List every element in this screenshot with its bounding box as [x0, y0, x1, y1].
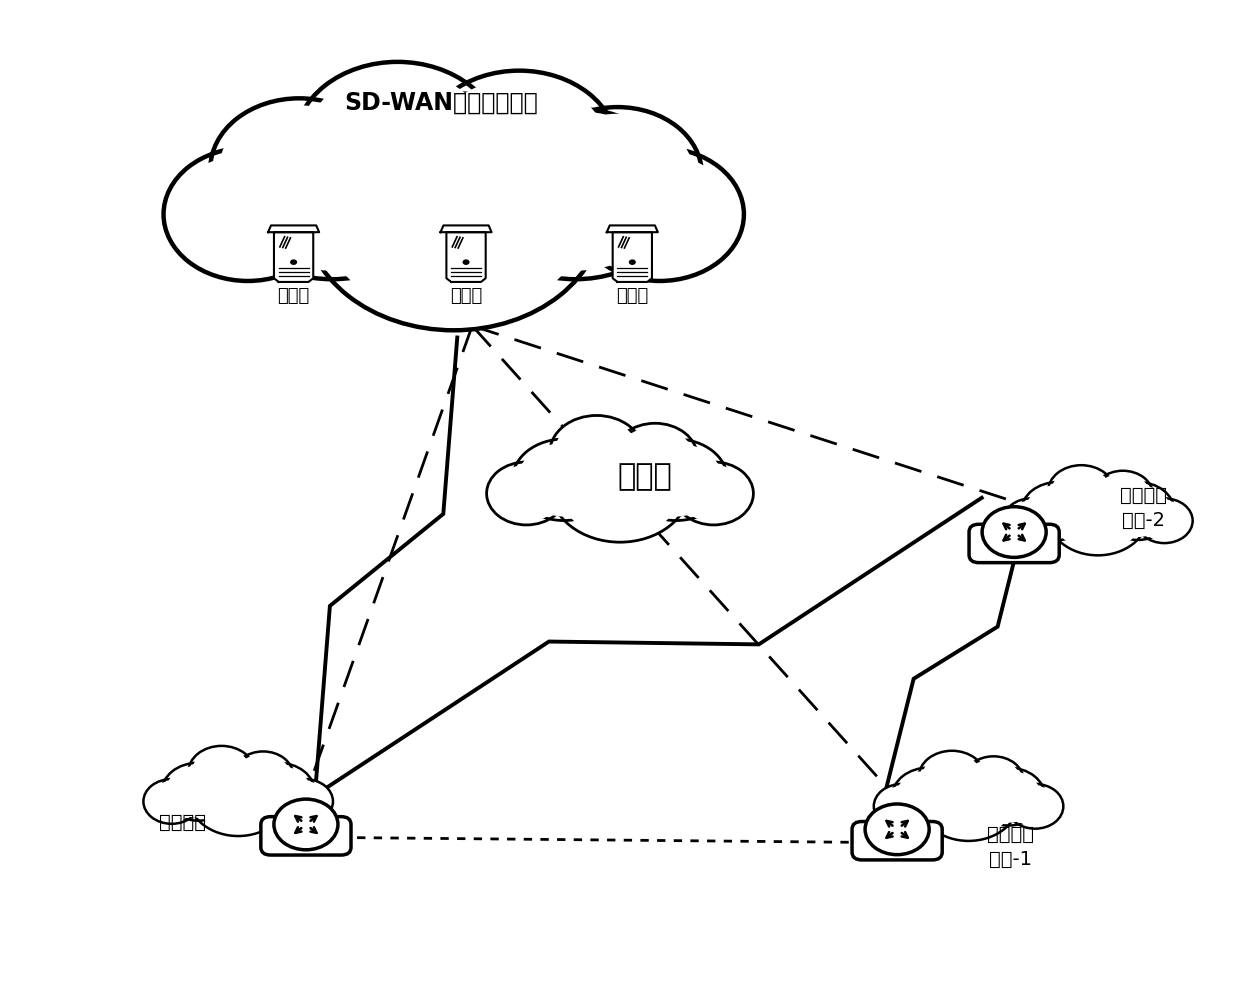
Circle shape [188, 746, 254, 798]
Circle shape [211, 98, 388, 239]
Circle shape [420, 71, 618, 226]
Text: 控制器: 控制器 [616, 287, 649, 305]
Circle shape [479, 117, 672, 270]
Circle shape [304, 93, 604, 330]
Circle shape [629, 260, 636, 265]
Circle shape [193, 761, 283, 832]
Circle shape [923, 753, 982, 801]
Circle shape [557, 436, 683, 537]
Circle shape [584, 154, 735, 274]
Circle shape [919, 751, 986, 803]
FancyBboxPatch shape [260, 817, 351, 855]
Text: 用户总部: 用户总部 [159, 813, 206, 833]
Circle shape [1048, 477, 1148, 555]
Circle shape [874, 784, 930, 829]
FancyBboxPatch shape [968, 524, 1059, 562]
Circle shape [295, 62, 501, 225]
Circle shape [625, 439, 728, 521]
Circle shape [1052, 468, 1111, 515]
Circle shape [575, 147, 744, 281]
Circle shape [1140, 500, 1190, 541]
Circle shape [1105, 485, 1171, 537]
Circle shape [966, 759, 1021, 801]
Circle shape [549, 416, 644, 490]
Circle shape [972, 768, 1045, 826]
Text: 互联网: 互联网 [618, 462, 672, 492]
Circle shape [246, 766, 311, 818]
Circle shape [233, 751, 293, 799]
Circle shape [277, 780, 334, 824]
Circle shape [517, 443, 610, 516]
Circle shape [1009, 786, 1060, 827]
Circle shape [463, 260, 470, 265]
Circle shape [892, 768, 965, 826]
Circle shape [219, 105, 379, 232]
Circle shape [919, 762, 1018, 840]
Circle shape [1096, 473, 1149, 516]
Circle shape [963, 756, 1023, 804]
Circle shape [512, 439, 615, 521]
Circle shape [146, 781, 197, 822]
Circle shape [172, 154, 324, 274]
Circle shape [236, 117, 429, 270]
Circle shape [224, 109, 440, 279]
Text: SD-WAN服务商私有云: SD-WAN服务商私有云 [345, 90, 538, 115]
Circle shape [242, 763, 315, 821]
Circle shape [1007, 784, 1064, 829]
Text: 用户分支
节点-1: 用户分支 节点-1 [987, 826, 1034, 869]
Circle shape [161, 763, 234, 821]
Text: 管理器: 管理器 [450, 287, 482, 305]
Circle shape [976, 771, 1042, 823]
FancyBboxPatch shape [852, 822, 942, 860]
Circle shape [467, 109, 683, 279]
Polygon shape [613, 232, 652, 282]
Polygon shape [606, 225, 658, 232]
Circle shape [430, 79, 608, 218]
Circle shape [279, 781, 330, 822]
Circle shape [1006, 500, 1056, 541]
Circle shape [192, 748, 252, 796]
Polygon shape [274, 232, 314, 282]
Polygon shape [446, 232, 486, 282]
Text: 注册机: 注册机 [278, 287, 310, 305]
Circle shape [1048, 465, 1115, 518]
Circle shape [542, 114, 693, 234]
Circle shape [1092, 471, 1153, 518]
Circle shape [144, 780, 200, 824]
Circle shape [877, 786, 928, 827]
Circle shape [866, 804, 929, 854]
Text: 用户分支
节点-2: 用户分支 节点-2 [1120, 486, 1167, 530]
Circle shape [630, 443, 723, 516]
Circle shape [1053, 481, 1143, 551]
Circle shape [1101, 482, 1174, 540]
Circle shape [305, 70, 490, 216]
Circle shape [290, 260, 298, 265]
Circle shape [1136, 498, 1193, 544]
Circle shape [533, 107, 702, 241]
Circle shape [236, 754, 290, 796]
Circle shape [613, 424, 697, 490]
Circle shape [618, 427, 693, 487]
Circle shape [1003, 498, 1060, 544]
Circle shape [274, 799, 339, 849]
Circle shape [164, 147, 332, 281]
Circle shape [1025, 485, 1091, 537]
Circle shape [549, 432, 691, 543]
Circle shape [1022, 482, 1095, 540]
Circle shape [924, 766, 1013, 837]
Circle shape [486, 462, 567, 525]
Circle shape [319, 105, 589, 318]
Circle shape [491, 465, 562, 522]
Circle shape [895, 771, 961, 823]
Circle shape [673, 462, 754, 525]
Circle shape [554, 419, 639, 486]
Circle shape [982, 506, 1047, 557]
Circle shape [188, 757, 288, 837]
Circle shape [165, 766, 231, 818]
Polygon shape [268, 225, 319, 232]
Circle shape [678, 465, 749, 522]
Polygon shape [440, 225, 491, 232]
